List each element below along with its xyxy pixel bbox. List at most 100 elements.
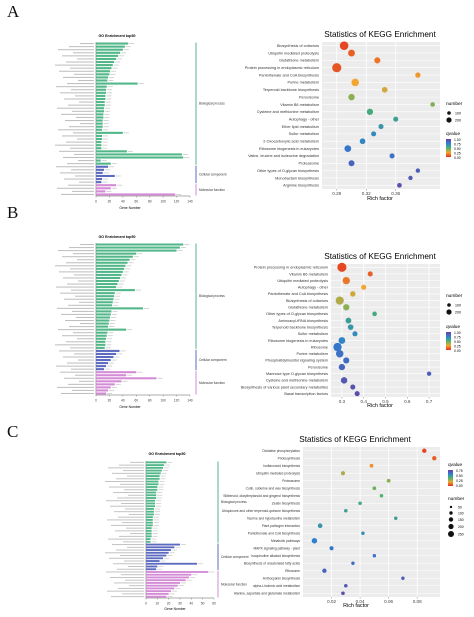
go-value-label	[105, 347, 111, 349]
go-term-label	[58, 49, 94, 51]
kegg-point	[352, 331, 358, 337]
go-term-label	[117, 497, 144, 499]
kegg-term-label: Mannose type O-glycan biosynthesis	[266, 372, 328, 376]
go-term-label	[107, 590, 144, 592]
go-bar	[96, 243, 184, 246]
go-term-label	[74, 353, 94, 355]
go-bar	[96, 386, 111, 389]
kegg-point	[381, 86, 388, 93]
go-value-label	[115, 383, 121, 385]
go-bar	[96, 181, 102, 184]
go-term-label	[75, 175, 94, 177]
go-value-label	[160, 478, 166, 480]
go-bar	[96, 301, 113, 304]
go-term-label	[65, 120, 94, 122]
go-term-label	[108, 467, 144, 469]
go-term-label	[122, 522, 144, 524]
go-bar	[146, 469, 162, 472]
go-bar	[96, 331, 108, 334]
go-term-label	[121, 503, 144, 504]
kegg-term-label: Anthocyanin biosynthesis	[263, 577, 301, 581]
go-value-label	[159, 481, 165, 482]
go-value-label	[114, 356, 120, 358]
kegg-point	[394, 516, 398, 520]
go-x-tick-label: 140	[187, 399, 193, 403]
go-bar	[96, 134, 103, 137]
go-bar	[146, 466, 163, 469]
kegg-term-label: Stilbenoid, diarylheptanoid and gingerol…	[223, 494, 300, 498]
kegg-point	[369, 463, 374, 468]
kegg-term-label: Glutathione metabolism	[279, 59, 319, 63]
kegg-point	[366, 108, 374, 115]
go-bar	[96, 365, 107, 368]
kegg-term-label: Monobactam biosynthesis	[275, 176, 319, 180]
go-value-label	[109, 326, 115, 328]
go-x-tick-label: 60	[212, 602, 216, 606]
go-value-label	[127, 374, 133, 376]
go-bar	[146, 518, 153, 521]
kegg-term-label: Plant pathogen interaction	[262, 524, 300, 528]
go-term-label	[61, 392, 94, 394]
go-category-label: Cellular component	[199, 358, 227, 362]
go-value-label	[102, 147, 108, 149]
go-term-label	[127, 475, 144, 477]
go-bar	[96, 319, 110, 322]
go-term-label	[71, 169, 94, 171]
kegg-term-label: Protein processing in endoplasmic reticu…	[245, 66, 319, 70]
go-bar	[96, 307, 143, 310]
go-bar	[146, 576, 190, 579]
go-term-label	[72, 110, 94, 112]
go-term-label	[71, 89, 94, 91]
go-bar	[96, 273, 122, 276]
go-term-label	[79, 101, 94, 103]
go-bar	[146, 538, 151, 541]
go-bar	[96, 76, 109, 79]
go-bar	[96, 79, 108, 82]
go-category-label: Molecular function	[221, 582, 247, 586]
go-value-label	[151, 538, 157, 540]
legend-number-title-b: number	[446, 293, 463, 299]
go-bar	[96, 255, 133, 258]
kegg-point	[372, 486, 377, 491]
go-bar	[146, 551, 169, 554]
go-bar	[146, 480, 159, 483]
go-bar	[146, 521, 153, 524]
kegg-point	[342, 276, 350, 285]
legend-qvalue-label-a-2: 0.75	[454, 143, 461, 147]
go-term-label	[78, 359, 94, 361]
go-bar	[146, 502, 156, 505]
kegg-point	[345, 317, 352, 324]
go-term-label	[66, 262, 94, 264]
kegg-point	[340, 471, 346, 476]
go-value-label	[180, 247, 186, 248]
go-bar	[146, 546, 175, 549]
go-x-tick-label: 50	[201, 602, 205, 606]
kegg-point	[344, 583, 348, 588]
go-value-label	[111, 386, 117, 388]
go-term-label	[62, 256, 94, 258]
go-value-label	[160, 475, 166, 477]
go-x-tick-label: 40	[121, 399, 125, 403]
kegg-term-label: Isoflavonoid biosynthesis	[263, 464, 300, 468]
go-bar	[96, 304, 113, 307]
kegg-term-label: Ribosome	[285, 569, 300, 573]
go-bar	[96, 125, 103, 128]
legend-number-dot-a-2	[446, 117, 452, 123]
go-term-label	[115, 530, 144, 532]
go-bar	[146, 595, 167, 598]
go-bar	[96, 346, 105, 349]
go-value-label	[128, 262, 134, 264]
go-term-label	[67, 362, 94, 364]
kegg-term-label: Biosynthesis of cofactors	[277, 44, 319, 48]
go-value-label	[171, 590, 177, 592]
go-term-label	[111, 596, 144, 598]
go-value-label	[123, 132, 129, 134]
kegg-point	[358, 501, 362, 506]
kegg-term-label: Autophagy - other	[298, 286, 329, 290]
go-term-label	[124, 489, 144, 491]
kegg-x-tick-label: 0.3	[339, 399, 346, 404]
go-value-label	[109, 362, 115, 364]
go-bar	[96, 107, 105, 110]
go-value-label	[103, 178, 109, 180]
